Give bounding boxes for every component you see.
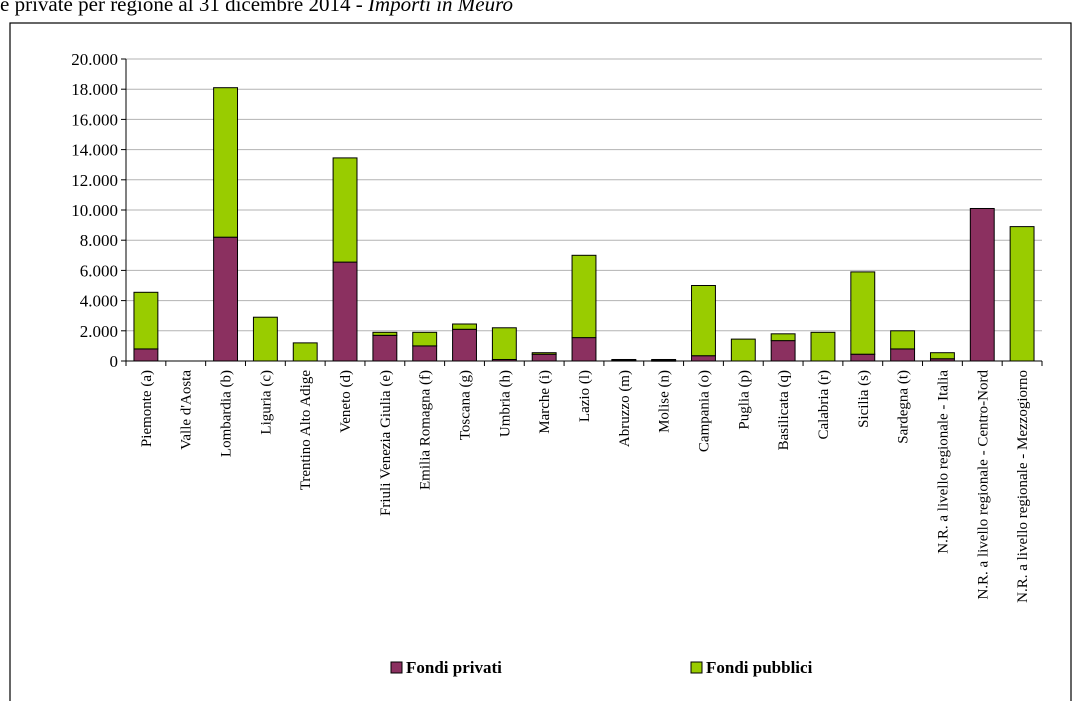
bar-segment [412, 331, 438, 347]
bar-segment [929, 352, 955, 360]
bar-segment [571, 254, 597, 339]
y-tick-label: 2.000 [80, 322, 118, 341]
caption-main: e private per regione al 31 dicembre 201… [0, 0, 368, 16]
y-axis-ticks: 0 2.000 4.000 6.000 8.000 10.000 12.000 14.000 1… [71, 50, 126, 371]
bar-segment [133, 348, 159, 362]
chart-caption: e private per regione al 31 dicembre 201… [0, 0, 513, 17]
x-tick-label: Trentino Alto Adige [298, 370, 314, 491]
bar-segment [691, 285, 716, 357]
x-tick-label: Puglia (p) [736, 370, 752, 430]
bar-segment [1009, 226, 1035, 362]
axes [125, 59, 1043, 366]
bar-segment [770, 333, 796, 342]
x-tick-label: Calabria (r) [816, 370, 832, 440]
y-tick-label: 12.000 [71, 171, 118, 190]
bar-segment [969, 207, 995, 362]
x-tick-label: Veneto (d) [338, 370, 354, 433]
y-tick-label: 18.000 [71, 80, 118, 99]
bar-segment [611, 358, 637, 361]
x-tick-label: Umbria (h) [497, 370, 513, 437]
y-tick-label: 10.000 [71, 201, 118, 220]
y-tick-label: 20.000 [71, 50, 118, 69]
x-tick-label: Campania (o) [696, 370, 712, 452]
bar-segment [213, 87, 239, 238]
bar-segment [651, 358, 677, 361]
bar-segment [332, 261, 358, 362]
legend-label: Fondi privati [406, 658, 502, 677]
caption-italic: Importi in Meuro [367, 0, 513, 16]
bar-segment [452, 328, 477, 362]
legend-label: Fondi pubblici [706, 658, 813, 677]
x-tick-label: Molise (n) [657, 370, 673, 433]
x-tick-label: Valle d'Aosta [179, 370, 195, 450]
bar-segment [372, 334, 398, 362]
bar-segment [730, 338, 756, 362]
bar-segment [133, 291, 159, 350]
x-tick-label: Piemonte (a) [139, 370, 155, 447]
legend-swatch [690, 661, 703, 674]
bar-segment [691, 355, 716, 362]
bar-segment [252, 316, 278, 362]
x-tick-label: Sicilia (s) [856, 370, 872, 428]
x-tick-label: Emilia Romagna (f) [418, 370, 434, 490]
x-tick-label: Lombardia (b) [219, 370, 235, 457]
x-tick-label: N.R. a livello regionale - Centro-Nord [975, 370, 991, 600]
bar-segment [571, 337, 597, 362]
bar-segment [213, 236, 239, 362]
x-tick-label: N.R. a livello regionale - Italia [935, 370, 951, 554]
bar-segment [452, 323, 477, 330]
legend: Fondi privati Fondi pubblici [390, 658, 813, 677]
x-axis-labels: Piemonte (a) Valle d'Aosta Lombardia (b) Li… [139, 370, 1031, 603]
bar-segment [531, 353, 557, 362]
bar-segment [850, 353, 876, 362]
bar-segment [890, 348, 916, 362]
legend-swatch [390, 661, 403, 674]
x-tick-label: Abruzzo (m) [617, 370, 633, 447]
bar-segment [292, 342, 318, 362]
x-tick-label: N.R. a livello regionale - Mezzogiorno [1015, 370, 1031, 603]
x-tick-label: Toscana (g) [458, 370, 474, 440]
bars [133, 87, 1035, 362]
gridlines [126, 58, 1042, 332]
bar-segment [890, 330, 916, 350]
x-tick-label: Lazio (l) [577, 370, 593, 422]
bar-segment [770, 340, 796, 362]
y-tick-label: 0 [110, 352, 119, 371]
x-tick-label: Liguria (c) [258, 370, 274, 435]
x-tick-label: Friuli Venezia Giulia (e) [378, 370, 394, 516]
bar-segment [810, 331, 836, 362]
bar-segment [531, 352, 557, 355]
bar-segment [850, 271, 876, 355]
chart-frame [9, 22, 1072, 701]
x-tick-label: Basilicata (q) [776, 370, 792, 450]
y-tick-label: 4.000 [80, 292, 118, 311]
x-tick-label: Marche (i) [537, 370, 553, 434]
y-tick-label: 8.000 [80, 231, 118, 250]
y-tick-label: 16.000 [71, 110, 118, 129]
bar-segment [332, 157, 358, 263]
y-tick-label: 6.000 [80, 261, 118, 280]
x-tick-label: Sardegna (t) [896, 370, 912, 444]
bar-segment [491, 327, 517, 360]
y-tick-label: 14.000 [71, 141, 118, 160]
bar-segment [412, 345, 438, 362]
bar-segment [372, 331, 398, 336]
